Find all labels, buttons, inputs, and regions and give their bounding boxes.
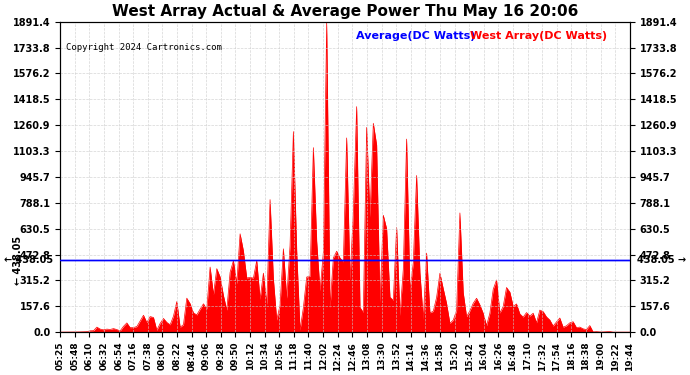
Text: Average(DC Watts): Average(DC Watts) [357,31,476,41]
Text: ← 438.05: ← 438.05 [4,255,53,265]
Text: Copyright 2024 Cartronics.com: Copyright 2024 Cartronics.com [66,44,221,52]
Text: 438.05 →: 438.05 → [637,255,686,265]
Text: West Array(DC Watts): West Array(DC Watts) [471,31,607,41]
Title: West Array Actual & Average Power Thu May 16 20:06: West Array Actual & Average Power Thu Ma… [112,4,578,19]
Text: ← 438.05: ← 438.05 [13,236,23,285]
